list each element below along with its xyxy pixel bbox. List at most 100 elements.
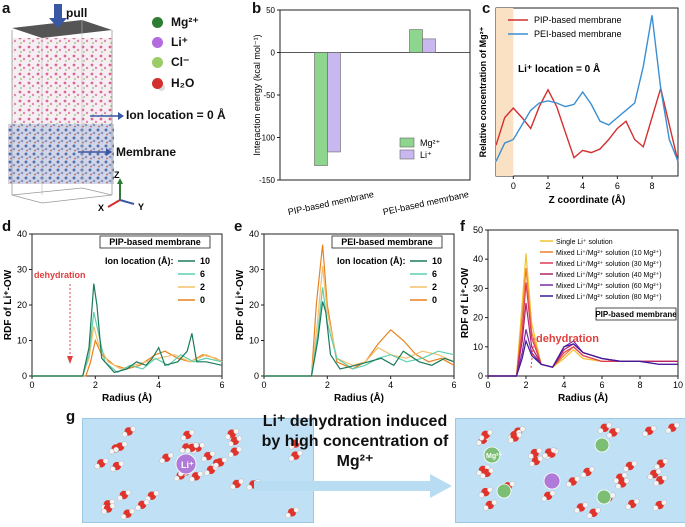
hydrogen-atom: [597, 428, 604, 434]
hydrogen-atom: [101, 508, 107, 515]
hydrogen-atom: [606, 422, 612, 429]
y-axis-label: RDF of Li⁺-OW: [460, 267, 471, 338]
ion-location-band: [496, 8, 514, 176]
x-tick-label: 6: [615, 181, 620, 191]
hydrogen-atom: [113, 446, 119, 453]
hydrogen-atom: [199, 442, 205, 448]
hydrogen-atom: [102, 457, 109, 464]
water-molecule-icon: [623, 460, 638, 472]
hydrogen-atom: [118, 460, 125, 467]
water-molecule-icon: [642, 425, 657, 437]
hydrogen-atom: [613, 477, 619, 484]
water-molecule-icon: [159, 452, 174, 464]
x-tick-label: 6: [219, 380, 224, 390]
hydrogen-atom: [229, 484, 236, 490]
y-tick-label: 10: [249, 336, 259, 346]
y-tick-label: 50: [473, 225, 483, 235]
y-tick-label: 20: [473, 313, 483, 323]
y-tick-label: -150: [259, 176, 276, 185]
water-molecule-icon: [121, 426, 137, 438]
pull-plate: [12, 20, 112, 38]
y-axis-label: Interaction energy (kcal mol⁻¹): [252, 34, 262, 155]
hydrogen-atom: [130, 426, 137, 432]
hydrogen-atom: [621, 472, 628, 479]
y-tick-label: 0: [254, 371, 259, 381]
plot-frame: [279, 9, 471, 181]
legend-cl: Cl⁻: [152, 52, 199, 72]
hydrogen-atom: [285, 512, 291, 519]
hydrogen-atom: [582, 502, 589, 508]
y-tick-label: 40: [17, 229, 27, 239]
hydrogen-atom: [625, 504, 632, 510]
y-tick-label: 40: [249, 229, 259, 239]
hydrogen-atom: [129, 508, 135, 515]
water-molecule-icon: [120, 508, 135, 520]
water-molecule-icon: [94, 457, 109, 470]
simulation-panel: Z X Y pull Ion location = 0 Å Membrane M…: [0, 0, 250, 215]
x-tick-label: 0: [29, 380, 34, 390]
water-molecule-icon: [288, 438, 303, 450]
hydrogen-atom: [674, 422, 680, 428]
mg-ion-icon: [496, 483, 512, 499]
x-tick-label: 4: [561, 380, 566, 390]
species-legend: Mg²⁺ Li⁺ Cl⁻ H₂O: [152, 12, 199, 94]
water-molecule-icon: [653, 475, 668, 487]
li-ion-icon: [152, 36, 163, 48]
hydrogen-atom: [179, 447, 186, 454]
hydrogen-atom: [125, 489, 132, 496]
x-tick-label: 2: [545, 181, 550, 191]
dehydration-arrowhead: [67, 356, 73, 364]
legend-label: 10: [200, 256, 210, 266]
hydrogen-atom: [542, 452, 548, 459]
hydrogen-atom: [236, 446, 243, 453]
y-tick-label: 0: [22, 371, 27, 381]
legend-water-label: H₂O: [171, 76, 195, 90]
hydrogen-atom: [642, 431, 648, 437]
ion-location-label: Ion location = 0 Å: [126, 108, 226, 122]
hydrogen-atom: [476, 440, 482, 446]
hydrogen-atom: [135, 505, 141, 511]
hydrogen-atom: [487, 429, 493, 436]
x-tick-label: 4: [156, 380, 161, 390]
membrane-label: Membrane: [116, 145, 177, 159]
hydrogen-atom: [615, 483, 622, 490]
hydrogen-atom: [614, 427, 621, 433]
title-box: [99, 235, 211, 249]
mg-ion-icon: [596, 489, 612, 505]
water-molecule-icon: [479, 467, 495, 479]
hydrogen-atom: [121, 431, 128, 438]
x-axis-label: Z coordinate (Å): [549, 193, 626, 206]
hydrogen-atom: [476, 470, 482, 476]
hydrogen-atom: [516, 432, 523, 438]
water-molecule-icon: [285, 507, 300, 519]
legend-label: 6: [200, 269, 205, 279]
bar-mg-0: [314, 52, 328, 166]
hydrogen-atom: [537, 455, 544, 462]
x-tick-label: 2: [93, 380, 98, 390]
panel-label-c: c: [482, 0, 491, 17]
water-molecule-icon: [574, 502, 589, 514]
x-tick-label: 2: [325, 380, 330, 390]
hydrogen-atom: [665, 427, 672, 434]
water-region: [12, 38, 112, 124]
legend-cl-label: Cl⁻: [171, 55, 190, 69]
water-molecule-icon: [542, 447, 557, 459]
hydrogen-atom: [653, 480, 659, 487]
x-tick-label: 10: [673, 380, 683, 390]
process-arrow-icon: [254, 474, 452, 498]
hydrogen-atom: [650, 425, 657, 432]
legend-label: Mixed Li⁺/Mg²⁺ solution (30 Mg²⁺): [556, 261, 662, 268]
hydrogen-atom: [633, 498, 640, 505]
y-tick-label: 30: [473, 283, 483, 293]
water-molecule-icon: [229, 478, 245, 490]
legend-label: Mixed Li⁺/Mg²⁺ solution (10 Mg²⁺): [556, 250, 662, 257]
hydrogen-atom: [536, 447, 543, 454]
hydrogen-atom: [519, 426, 526, 432]
bar-mg-1: [409, 29, 423, 53]
x-category-label: PIP-based membrane: [287, 189, 375, 215]
series-line-6: [264, 287, 455, 377]
y-tick-label: 10: [473, 342, 483, 352]
water-molecule-icon: [529, 455, 544, 467]
water-molecule-icon: [152, 77, 163, 89]
hydrogen-atom: [483, 505, 489, 511]
